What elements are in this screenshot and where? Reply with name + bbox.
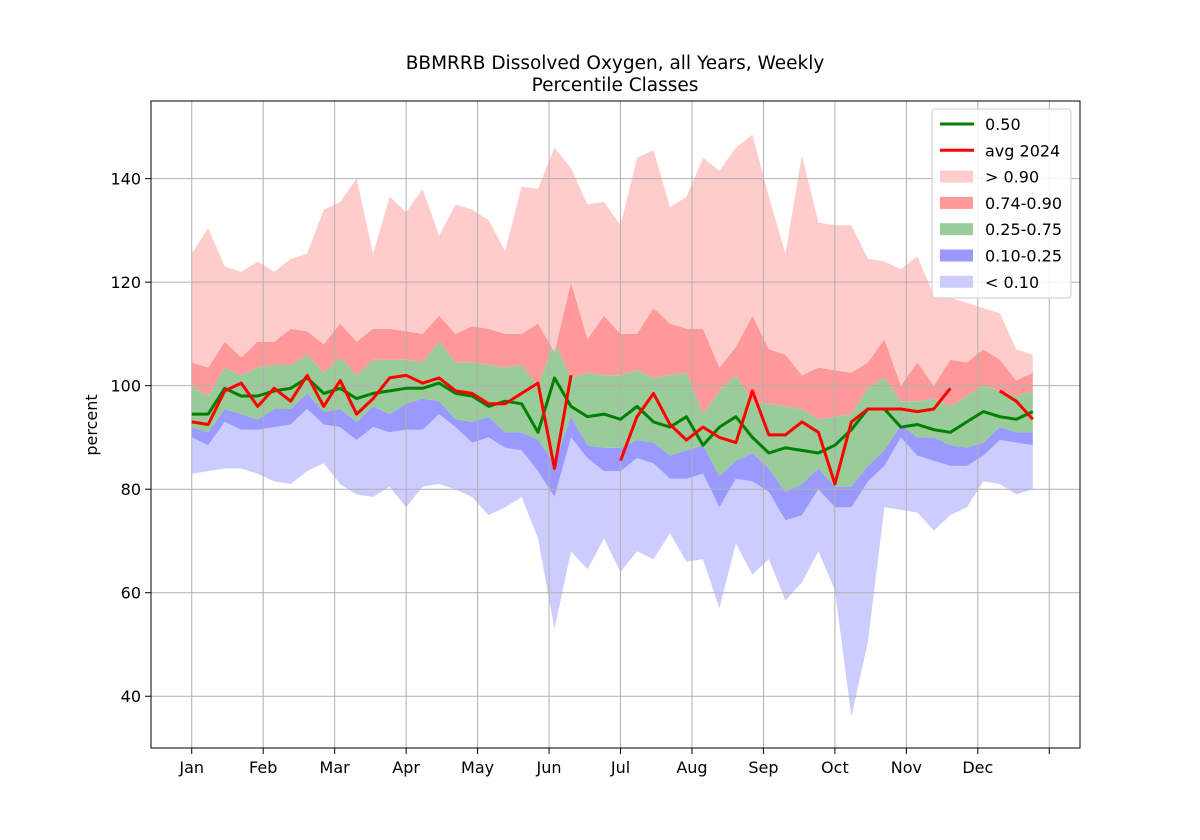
legend-label: < 0.10 (985, 273, 1039, 292)
y-tick-label: 40 (121, 687, 141, 706)
x-tick-label: Nov (891, 758, 922, 777)
band-gt-90 (191, 134, 1033, 386)
x-tick-label: Apr (392, 758, 420, 777)
legend-label: 0.25-0.75 (985, 220, 1062, 239)
x-tick-label: Jul (610, 758, 630, 777)
y-axis-label: percent (82, 394, 101, 455)
y-tick-label: 120 (110, 273, 141, 292)
x-tick-label: Aug (676, 758, 707, 777)
legend-label: 0.50 (985, 115, 1021, 134)
y-axis-ticks: 40 60 80 100 120 140 (110, 170, 151, 706)
x-tick-label: Mar (320, 758, 351, 777)
y-tick-label: 80 (121, 480, 141, 499)
legend-label: > 0.90 (985, 168, 1039, 187)
y-tick-label: 140 (110, 170, 141, 189)
x-tick-label: Feb (249, 758, 277, 777)
band-10-25 (191, 393, 1033, 521)
percentile-bands (191, 134, 1033, 717)
x-tick-label: Oct (821, 758, 849, 777)
x-tick-label: Dec (962, 758, 993, 777)
legend: 0.50 avg 2024 > 0.90 0.74-0.90 0.25-0.75 0.10… (931, 108, 1072, 299)
x-tick-label: Jan (178, 758, 204, 777)
legend-label: 0.10-0.25 (985, 247, 1062, 266)
legend-label: avg 2024 (985, 141, 1060, 160)
chart-subtitle: Percentile Classes (532, 75, 699, 96)
plot-frame (150, 100, 1081, 749)
legend-patch-swatch (940, 196, 973, 209)
avg-2024-line (191, 373, 573, 470)
x-tick-label: Sep (748, 758, 778, 777)
legend-label: 0.74-0.90 (985, 194, 1062, 213)
y-tick-label: 100 (110, 377, 141, 396)
band-lt-10 (191, 409, 1033, 717)
x-axis-ticks: Jan Feb Mar Apr May Jun Jul Aug Sep Oct Nov Dec (178, 748, 1050, 777)
x-tick-label: Jun (536, 758, 562, 777)
chart-title: BBMRRB Dissolved Oxygen, all Years, Week… (406, 53, 825, 74)
avg-2024-line (619, 387, 952, 486)
avg-2024-line (999, 389, 1034, 421)
y-tick-label: 60 (121, 584, 141, 603)
legend-patch-swatch (940, 275, 973, 288)
series-lines (191, 373, 1034, 486)
legend-patch-swatch (940, 170, 973, 183)
band-74-90 (191, 282, 1033, 420)
legend-patch-swatch (940, 223, 973, 236)
legend-patch-swatch (940, 249, 973, 262)
x-tick-label: May (461, 758, 494, 777)
